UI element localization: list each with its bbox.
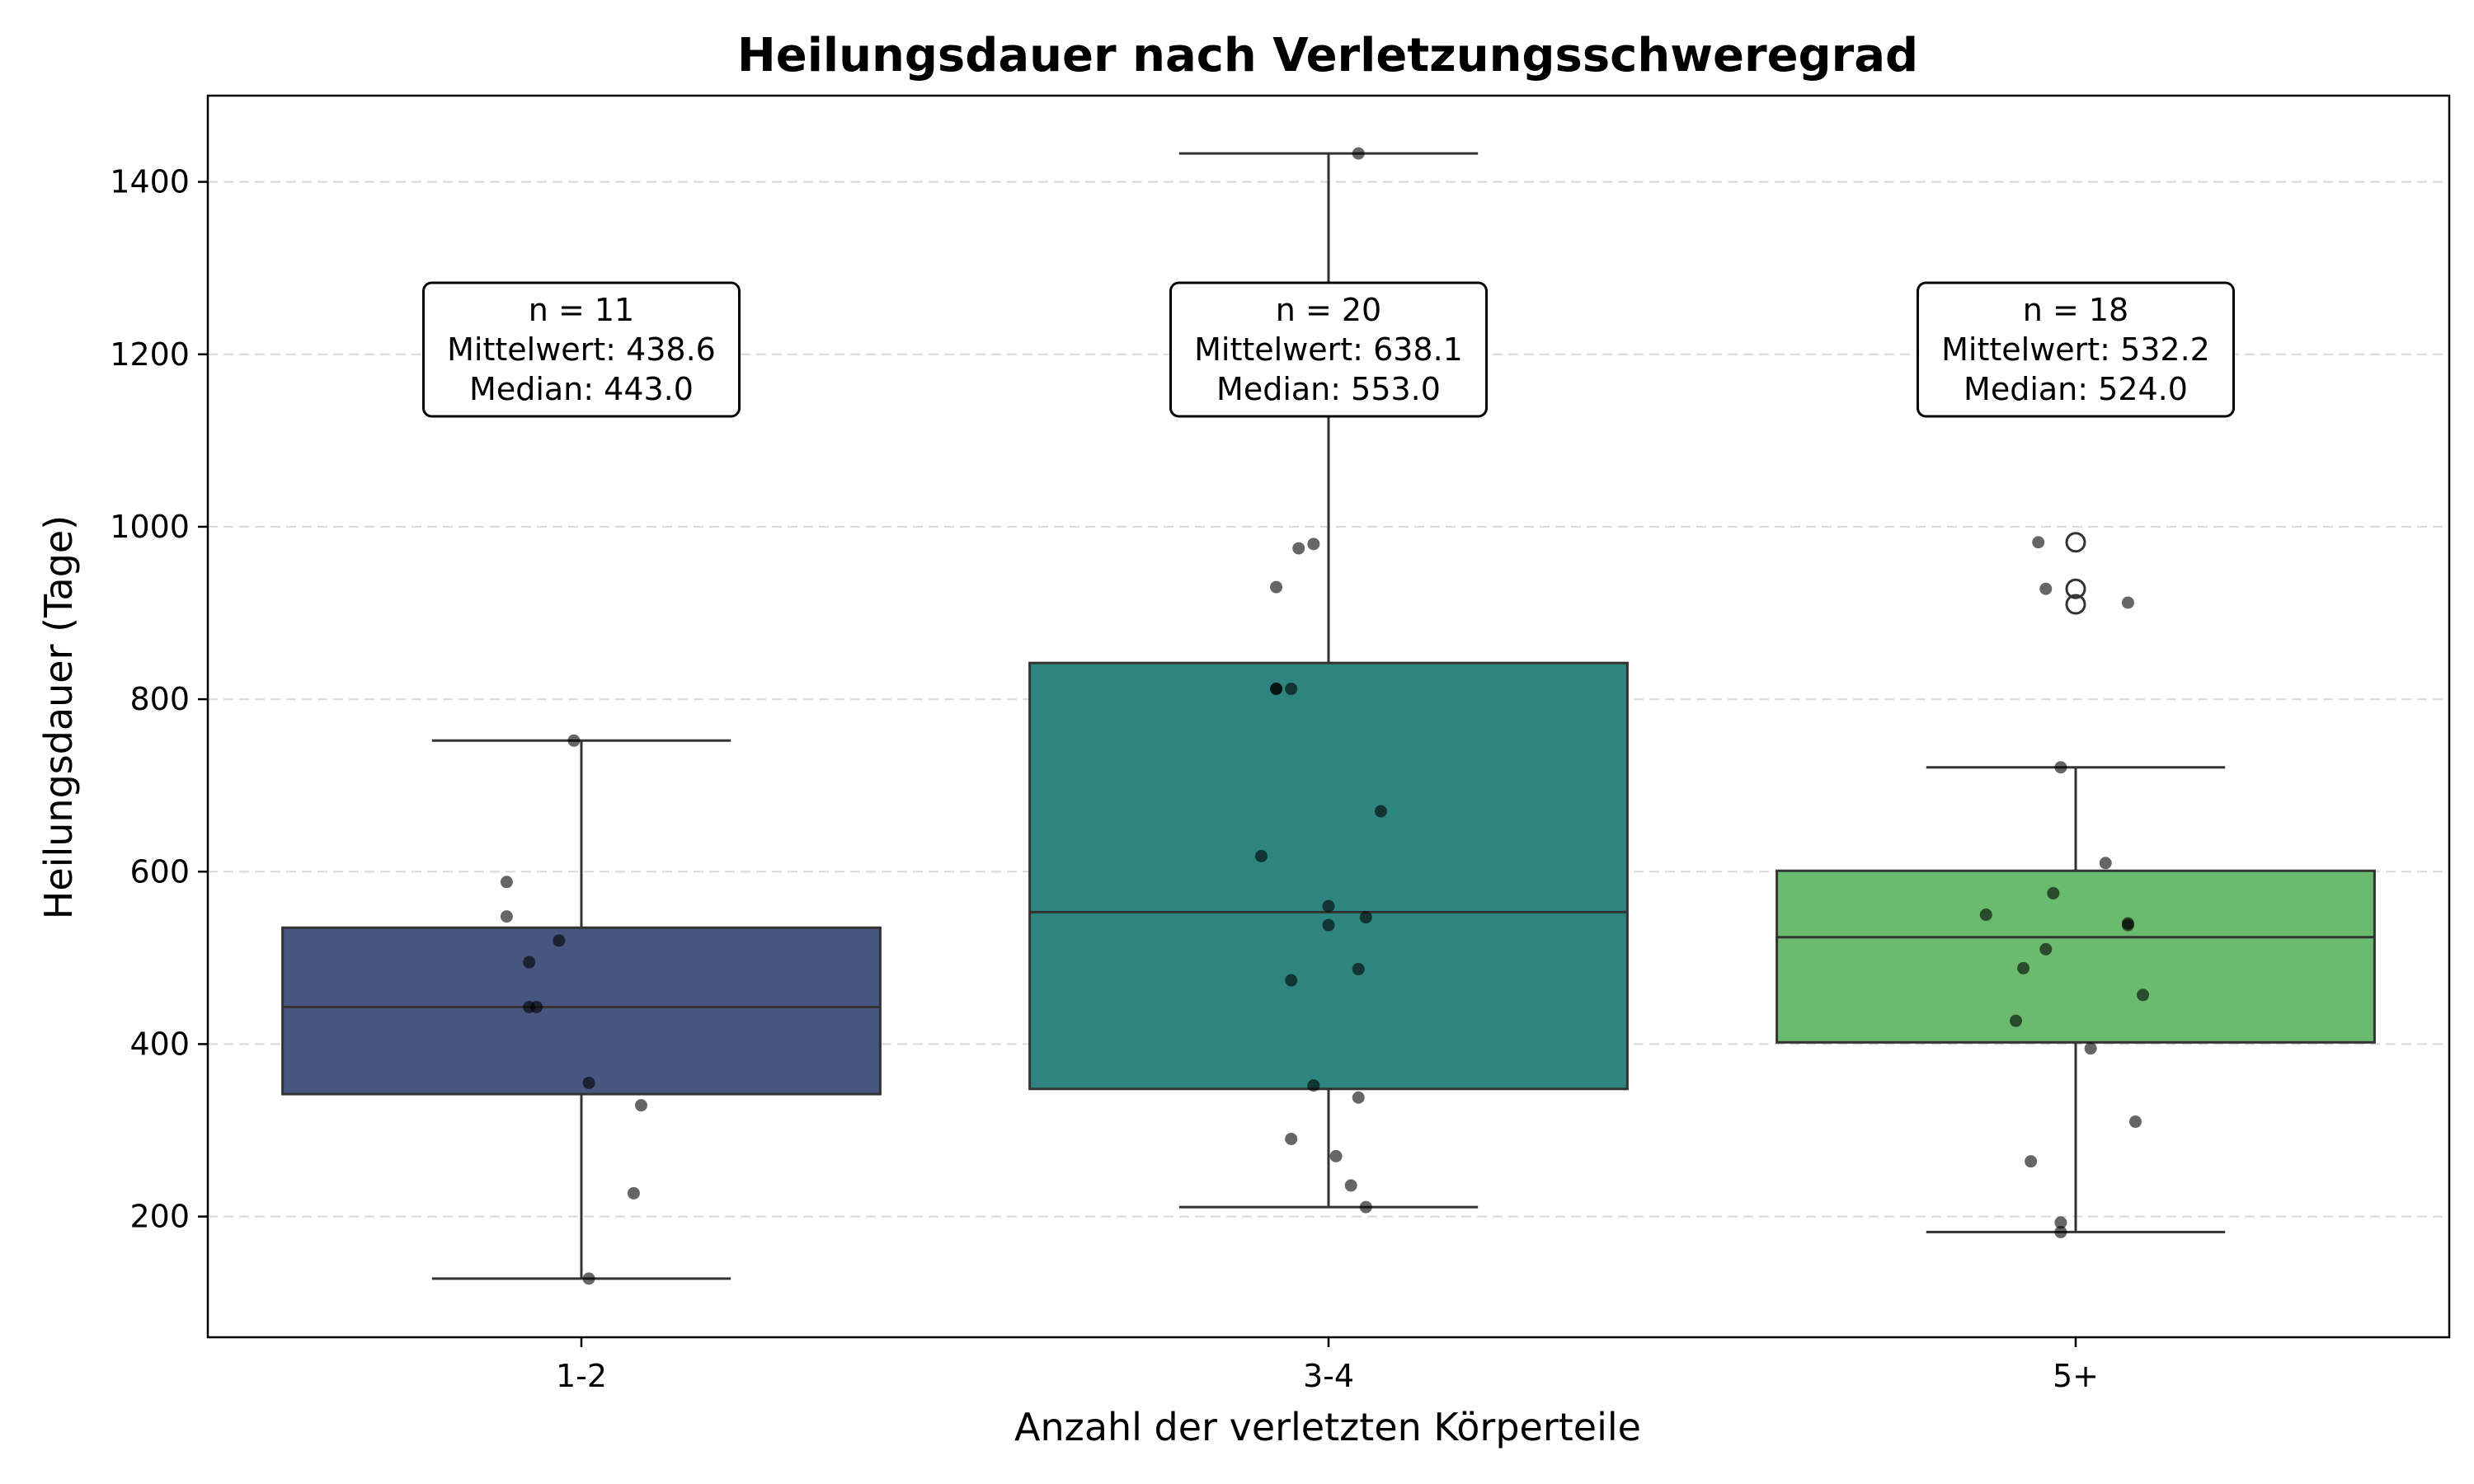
data-point xyxy=(1307,1079,1320,1092)
data-point xyxy=(1352,1091,1365,1104)
outlier-marker xyxy=(2065,532,2086,553)
data-point xyxy=(1359,1200,1372,1214)
stats-mean-label: Mittelwert: 532.2 xyxy=(1941,331,2210,368)
data-point xyxy=(627,1186,640,1200)
stats-annotation-box xyxy=(1917,281,2235,418)
x-axis-label: Anzahl der verletzten Körperteile xyxy=(1014,1405,1641,1449)
data-point xyxy=(553,934,566,947)
data-point xyxy=(2017,961,2030,974)
axis-layer: 200 400 600 800 1000 1200 1400 1-2 3-4 5+ xyxy=(110,164,2099,1394)
data-point xyxy=(2010,1014,2023,1027)
data-point xyxy=(1285,1132,1298,1145)
x-tick-label: 3-4 xyxy=(1303,1358,1354,1394)
y-tick-label: 1200 xyxy=(110,336,190,373)
stats-annotation-box xyxy=(1169,281,1488,418)
chart-title: Heilungsdauer nach Verletzungsschweregra… xyxy=(737,29,1918,82)
iqr-box xyxy=(281,926,882,1096)
data-point xyxy=(1352,147,1365,160)
data-point xyxy=(1285,683,1298,696)
data-point xyxy=(2121,596,2134,609)
data-point xyxy=(2084,1042,2097,1055)
stats-n-label: n = 18 xyxy=(2023,292,2128,328)
data-point xyxy=(500,876,513,889)
data-point xyxy=(500,910,513,923)
data-point xyxy=(530,1000,543,1013)
data-point xyxy=(567,734,581,747)
point-layer xyxy=(500,147,2150,1285)
data-point xyxy=(2039,582,2053,595)
x-tick-label: 5+ xyxy=(2053,1358,2099,1394)
y-tick-label: 1000 xyxy=(110,509,190,545)
data-point xyxy=(2128,1115,2142,1129)
data-point xyxy=(523,956,536,969)
y-tick-label: 200 xyxy=(129,1199,190,1235)
data-point xyxy=(2054,1216,2067,1229)
data-point xyxy=(582,1076,595,1089)
data-point xyxy=(1254,849,1268,862)
data-point xyxy=(1329,1149,1343,1162)
data-point xyxy=(1322,899,1335,913)
stats-median-label: Median: 524.0 xyxy=(1964,371,2188,407)
data-point xyxy=(1352,962,1365,975)
data-point xyxy=(1270,580,1283,594)
iqr-box xyxy=(1776,869,2376,1044)
y-axis-label: Heilungsdauer (Tage) xyxy=(36,515,81,919)
data-point xyxy=(1307,538,1320,551)
data-point xyxy=(1270,683,1283,696)
data-point xyxy=(1359,911,1372,924)
data-point xyxy=(1374,805,1387,818)
stats-mean-label: Mittelwert: 438.6 xyxy=(447,331,716,368)
box-group-5+ xyxy=(1776,532,2376,1233)
stats-median-label: Median: 443.0 xyxy=(469,371,694,407)
data-point xyxy=(2025,1155,2038,1168)
y-tick-label: 600 xyxy=(129,853,190,890)
stats-mean-label: Mittelwert: 638.1 xyxy=(1194,331,1463,368)
data-point xyxy=(1285,974,1298,987)
data-point xyxy=(1322,918,1335,932)
data-point xyxy=(2039,942,2053,956)
y-tick-label: 800 xyxy=(129,681,190,717)
y-tick-label: 400 xyxy=(129,1026,190,1062)
outlier-marker xyxy=(2065,578,2086,599)
data-point xyxy=(1344,1179,1357,1192)
data-point xyxy=(2047,886,2060,899)
data-point xyxy=(634,1099,647,1112)
iqr-box xyxy=(1028,661,1629,1091)
box-layer xyxy=(281,152,2376,1280)
data-point xyxy=(1979,909,1992,922)
data-point xyxy=(2054,761,2067,774)
stats-annotation-box xyxy=(422,281,741,418)
x-tick-label: 1-2 xyxy=(556,1358,607,1394)
stats-n-label: n = 20 xyxy=(1276,292,1381,328)
data-point xyxy=(2054,1225,2067,1238)
data-point xyxy=(2137,989,2150,1002)
data-point xyxy=(1292,542,1305,555)
data-point xyxy=(582,1272,595,1285)
stats-n-label: n = 11 xyxy=(529,292,634,328)
outlier-marker xyxy=(2065,594,2086,615)
data-point xyxy=(2121,918,2134,932)
data-point xyxy=(2032,536,2045,549)
y-tick-label: 1400 xyxy=(110,164,190,200)
data-point xyxy=(2099,857,2112,870)
box-group-1-2 xyxy=(281,739,882,1280)
stats-median-label: Median: 553.0 xyxy=(1216,371,1441,407)
